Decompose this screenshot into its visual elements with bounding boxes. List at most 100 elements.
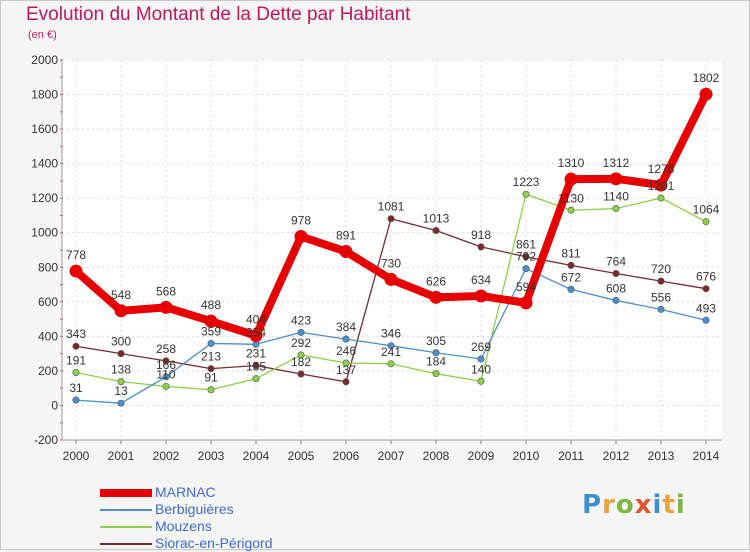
legend-swatch	[100, 509, 152, 511]
data-label: 861	[516, 238, 536, 252]
data-label: 1201	[648, 179, 675, 193]
data-point	[297, 370, 305, 378]
plot-area	[62, 60, 722, 440]
proxiti-logo: Proxiti	[582, 490, 686, 520]
logo-letter: P	[582, 490, 603, 520]
data-point	[477, 377, 485, 385]
unit-label: (en €)	[28, 29, 57, 41]
data-label: 346	[381, 327, 401, 341]
data-point	[654, 178, 668, 192]
y-tick-label: 1000	[31, 226, 58, 240]
data-point	[342, 359, 350, 367]
x-tick-label: 2012	[603, 449, 630, 463]
data-point	[297, 328, 305, 336]
data-point	[477, 355, 485, 363]
data-label: 676	[696, 270, 716, 284]
data-point	[702, 285, 710, 293]
x-tick-label: 2003	[198, 449, 225, 463]
data-point	[207, 339, 215, 347]
y-tick-label: 1800	[31, 88, 58, 102]
data-point	[387, 360, 395, 368]
x-tick-label: 2011	[558, 449, 584, 463]
data-point	[387, 342, 395, 350]
data-label: 182	[291, 355, 311, 369]
data-point	[252, 362, 260, 370]
data-point	[207, 386, 215, 394]
data-label: 1130	[558, 191, 584, 205]
data-label: 493	[696, 301, 716, 315]
y-tick-label: 2000	[31, 53, 58, 67]
legend-label: MARNAC	[155, 484, 216, 500]
data-point	[519, 296, 533, 310]
data-label: 594	[516, 280, 536, 294]
data-label: 1081	[378, 200, 405, 214]
legend-label: Berbiguières	[155, 501, 234, 517]
data-label: 384	[336, 320, 356, 334]
data-label: 13	[114, 384, 128, 398]
data-point	[162, 373, 170, 381]
data-point	[117, 350, 125, 358]
data-label: 138	[111, 363, 131, 377]
x-tick-label: 2004	[243, 449, 270, 463]
x-tick-label: 2000	[63, 449, 90, 463]
data-point	[294, 230, 308, 244]
data-label: 1276	[648, 162, 675, 176]
data-point	[384, 272, 398, 286]
data-label: 184	[426, 355, 446, 369]
data-point	[72, 396, 80, 404]
data-point	[387, 215, 395, 223]
data-point	[204, 314, 218, 328]
data-point	[162, 357, 170, 365]
data-point	[702, 218, 710, 226]
data-point	[612, 296, 620, 304]
data-label: 548	[111, 288, 131, 302]
data-label: 1223	[513, 175, 540, 189]
data-point	[159, 300, 173, 314]
data-point	[522, 253, 530, 261]
data-label: 191	[66, 353, 86, 367]
data-label: 246	[336, 344, 356, 358]
data-point	[657, 305, 665, 313]
data-label: 730	[381, 256, 401, 270]
data-label: 110	[156, 367, 175, 381]
data-label: 568	[156, 284, 176, 298]
data-point	[114, 304, 128, 318]
data-point	[567, 261, 575, 269]
legend-label: Mouzens	[155, 518, 212, 534]
legend-swatch	[100, 526, 152, 528]
data-label: 556	[651, 290, 671, 304]
x-tick-label: 2001	[108, 449, 135, 463]
data-point	[249, 329, 263, 343]
data-label: 359	[201, 324, 221, 338]
logo-letter: i	[652, 490, 663, 520]
x-tick-label: 2009	[468, 449, 495, 463]
y-tick-label: 1200	[31, 191, 58, 205]
data-label: 792	[516, 250, 536, 264]
data-point	[432, 370, 440, 378]
data-label: 305	[426, 334, 446, 348]
legend-swatch	[100, 543, 152, 545]
data-label: 626	[426, 274, 446, 288]
logo-letter: x	[634, 490, 653, 520]
data-point	[612, 269, 620, 277]
y-tick-label: 1600	[31, 122, 58, 136]
logo-letter: r	[602, 490, 616, 520]
data-point	[342, 335, 350, 343]
data-point	[522, 190, 530, 198]
data-point	[609, 172, 623, 186]
x-tick-label: 2005	[288, 449, 315, 463]
data-label: 258	[156, 342, 176, 356]
data-point	[342, 378, 350, 386]
x-tick-label: 2010	[513, 449, 540, 463]
data-point	[699, 87, 713, 101]
data-point	[117, 399, 125, 407]
y-tick-label: 800	[38, 260, 58, 274]
x-tick-label: 2006	[333, 449, 360, 463]
data-label: 31	[69, 381, 83, 395]
data-label: 720	[651, 262, 671, 276]
logo-letter: t	[662, 490, 676, 520]
data-point	[657, 194, 665, 202]
data-point	[567, 285, 575, 293]
data-label: 1802	[693, 71, 720, 85]
data-label: 404	[246, 313, 266, 327]
